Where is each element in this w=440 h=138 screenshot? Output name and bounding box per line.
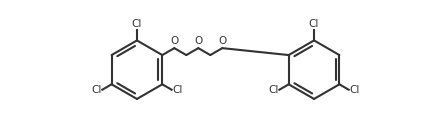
Text: Cl: Cl [309,19,319,29]
Text: O: O [194,36,202,46]
Text: O: O [218,36,227,46]
Text: Cl: Cl [91,85,102,95]
Text: Cl: Cl [132,19,142,29]
Text: Cl: Cl [268,85,279,95]
Text: Cl: Cl [172,85,183,95]
Text: O: O [170,36,178,46]
Text: Cl: Cl [349,85,360,95]
